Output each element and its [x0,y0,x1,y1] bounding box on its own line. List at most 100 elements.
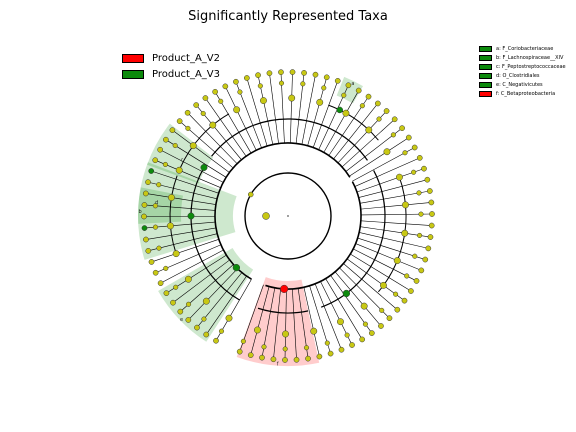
family-node [190,142,196,148]
leaf-node [301,70,306,75]
branch-line [324,91,359,153]
genus-node [163,266,168,271]
leaf-node [244,75,249,80]
genus-node [163,162,168,167]
leaf-node [153,158,158,163]
leaf-node [170,128,175,133]
sig-node-e [233,264,240,271]
clade-label: e: C_Negativicutes [496,82,543,88]
genus-node [157,246,162,251]
leaf-node [356,88,361,93]
family-node [394,257,400,263]
clade-sector-f [237,277,319,366]
genus-node [363,322,368,327]
family-node [402,202,408,208]
leaf-node [305,356,310,361]
legend-item-group-2[interactable]: Product_A_V3 [122,66,220,82]
clade-legend-item: b: F_Lachnospiraceae__XIV [479,53,576,62]
clade-letter-d: d [155,200,158,206]
clade-swatch [479,55,492,61]
leaf-node [237,349,242,354]
family-node [167,223,173,229]
clade-letter-e: e [180,317,183,323]
sig-node-a [337,107,343,113]
branch-line [335,272,381,326]
leaf-node [255,73,260,78]
clade-letter-f: f [277,362,279,368]
clade-legend-item: e: C_Negativicutes [479,80,576,89]
genus-node [345,333,350,338]
family-node [173,250,179,256]
leaf-node [429,211,434,216]
legend-item-group-1[interactable]: Product_A_V2 [122,50,220,66]
family-node [185,276,191,282]
leaf-node [248,352,253,357]
class-arc [265,182,361,289]
family-node [396,174,402,180]
genus-node [201,111,206,116]
genus-node [238,90,243,95]
genus-node [417,191,422,196]
leaf-node [271,357,276,362]
leaf-node [429,223,434,228]
leaf-node [204,332,209,337]
tree-node [248,192,253,197]
leaf-node [223,84,228,89]
genus-node [404,274,409,279]
leaf-node [427,188,432,193]
leaf-node [259,355,264,360]
clade-legend-item: c: F_Peptostreptococcaceae [479,62,576,71]
leaf-node [278,70,283,75]
clade-letter-c: c [181,158,184,164]
leaf-node [414,278,419,283]
branch-line [361,202,432,209]
leaf-node [142,202,147,207]
root-node [287,215,288,216]
genus-node [156,182,161,187]
family-node [384,149,390,155]
leaf-node [417,155,422,160]
legend-swatch-green [122,70,144,79]
genus-node [218,99,223,104]
clade-legend-item: f: C_Betaproteobacteria [479,89,576,98]
genus-node [321,86,326,91]
genus-node [283,347,288,352]
family-node [282,331,288,337]
genus-node [153,225,158,230]
branch-line [349,138,409,177]
genus-node [391,133,396,138]
genus-node [393,292,398,297]
genus-node [186,126,191,131]
leaf-node [146,248,151,253]
genus-node [412,254,417,259]
family-node [254,327,260,333]
leaf-node [328,351,333,356]
clade-swatch [479,73,492,79]
genus-node [173,143,178,148]
leaf-node [143,191,148,196]
leaf-node [402,298,407,303]
family-node [203,298,209,304]
group-legend: Product_A_V2 Product_A_V3 [122,50,220,82]
genus-node [360,103,365,108]
leaf-node [158,147,163,152]
branch-line [269,73,278,143]
leaf-node [426,246,431,251]
leaf-node [428,234,433,239]
leaf-node [423,257,428,262]
leaf-node [142,225,147,230]
leaf-node [178,309,183,314]
genus-node [403,150,408,155]
genus-node [219,329,224,334]
family-node [366,127,372,133]
leaf-node [194,102,199,107]
family-arc [328,105,378,140]
leaf-node [194,325,199,330]
leaf-node [384,108,389,113]
genus-node [241,339,246,344]
genus-node [262,345,267,350]
genus-node [379,308,384,313]
legend-swatch-red [122,54,144,63]
legend-label: Product_A_V2 [152,53,220,64]
leaf-node [429,200,434,205]
